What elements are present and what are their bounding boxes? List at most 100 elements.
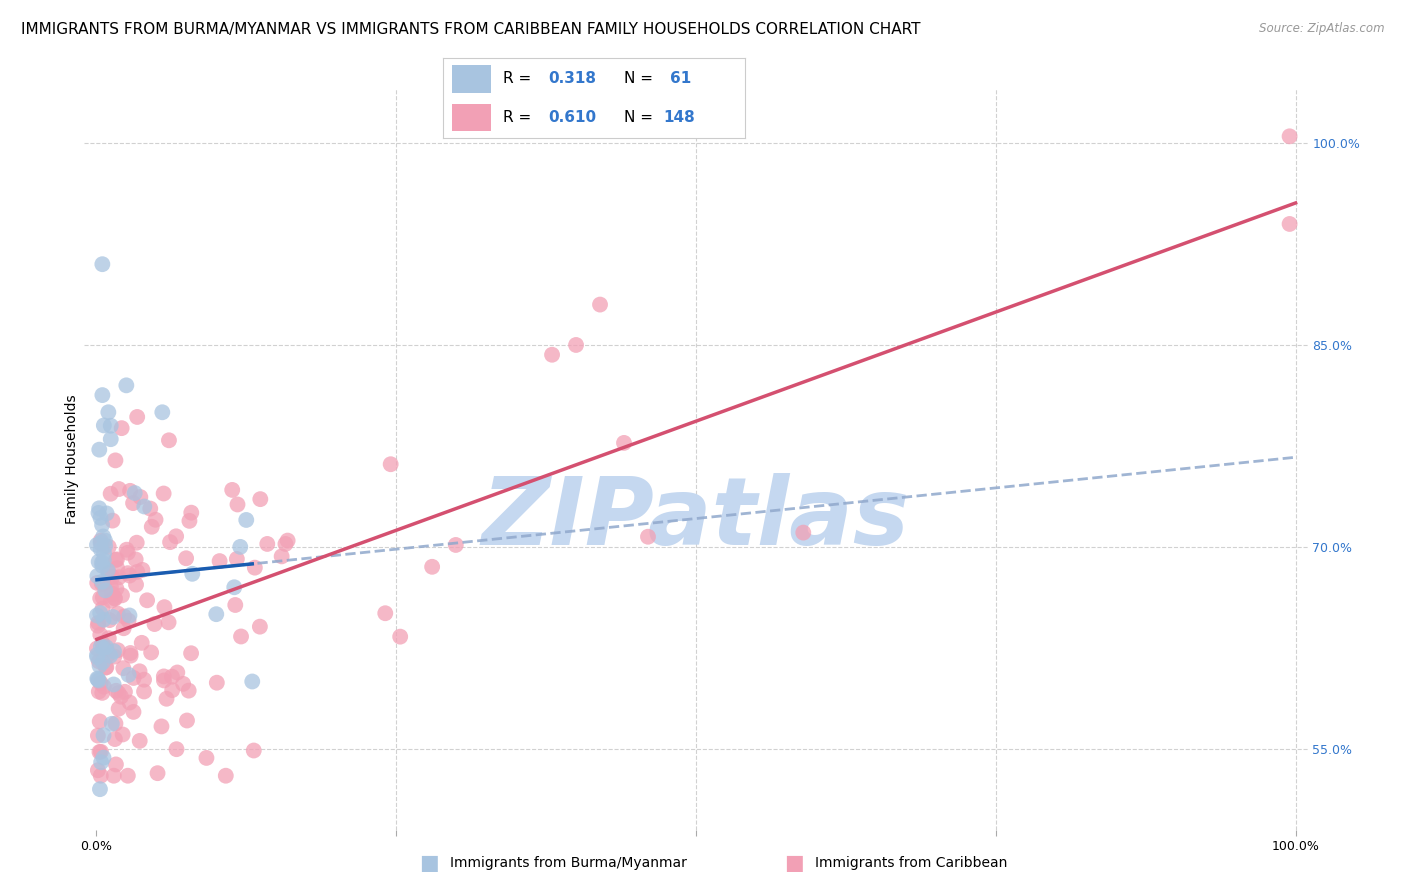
Point: [94, 583, 117, 598]
Point: [111, 421, 134, 435]
Point: [112, 661, 135, 675]
Point: [97, 566, 120, 580]
Point: [122, 496, 145, 510]
Point: [101, 610, 124, 624]
Point: [118, 568, 141, 582]
Point: [91, 686, 114, 700]
Point: [101, 716, 124, 731]
Point: [89, 591, 111, 606]
Point: [181, 566, 204, 581]
Point: [112, 621, 135, 635]
Text: R =: R =: [503, 110, 537, 125]
Point: [120, 483, 142, 498]
Point: [129, 490, 152, 504]
Point: [115, 378, 138, 392]
Point: [91, 257, 114, 271]
Point: [93, 750, 115, 764]
Point: [157, 434, 180, 448]
Point: [107, 686, 129, 700]
Point: [86, 569, 108, 583]
Point: [90, 675, 112, 690]
Point: [117, 566, 139, 581]
Point: [172, 677, 194, 691]
Point: [86, 672, 108, 686]
Point: [104, 453, 127, 467]
Point: [159, 535, 181, 549]
Point: [180, 506, 202, 520]
Y-axis label: Family Households: Family Households: [65, 394, 79, 524]
Point: [153, 673, 176, 688]
Point: [120, 648, 142, 663]
Point: [1278, 129, 1301, 144]
Point: [105, 582, 128, 596]
Point: [101, 587, 124, 601]
Point: [91, 388, 114, 402]
Point: [444, 538, 467, 552]
Text: Source: ZipAtlas.com: Source: ZipAtlas.com: [1260, 22, 1385, 36]
Point: [124, 486, 146, 500]
Point: [98, 648, 121, 663]
Point: [108, 570, 131, 584]
Point: [89, 782, 111, 797]
Point: [128, 734, 150, 748]
Point: [613, 436, 636, 450]
Text: ZIPatlas: ZIPatlas: [482, 473, 910, 565]
Point: [145, 513, 167, 527]
Point: [89, 658, 111, 673]
Point: [103, 677, 125, 691]
Text: 148: 148: [664, 110, 696, 125]
Point: [101, 570, 124, 584]
Point: [100, 418, 122, 433]
Point: [226, 498, 249, 512]
Text: N =: N =: [624, 110, 658, 125]
Point: [86, 641, 108, 656]
Point: [91, 517, 114, 532]
Point: [89, 510, 111, 524]
Point: [108, 482, 131, 496]
Point: [565, 338, 588, 352]
Point: [87, 673, 110, 687]
Point: [98, 613, 121, 627]
Point: [380, 457, 402, 471]
Point: [134, 500, 156, 514]
Point: [136, 593, 159, 607]
Point: [115, 542, 138, 557]
Point: [125, 577, 148, 591]
Point: [104, 716, 127, 731]
Point: [93, 546, 115, 560]
Point: [97, 405, 120, 419]
Point: [243, 560, 266, 574]
Point: [224, 598, 246, 612]
Point: [86, 575, 108, 590]
Point: [97, 540, 120, 554]
Point: [105, 683, 128, 698]
Point: [91, 591, 114, 605]
Point: [208, 554, 231, 568]
Point: [389, 630, 412, 644]
Point: [87, 763, 110, 777]
Point: [122, 705, 145, 719]
Point: [143, 617, 166, 632]
Point: [118, 696, 141, 710]
Point: [118, 608, 141, 623]
Point: [249, 620, 271, 634]
Point: [87, 618, 110, 632]
Point: [91, 558, 114, 573]
Point: [105, 552, 128, 566]
Point: [90, 576, 112, 591]
Point: [87, 555, 110, 569]
Text: R =: R =: [503, 71, 537, 87]
Point: [589, 297, 612, 311]
Point: [104, 591, 127, 606]
Point: [180, 646, 202, 660]
Point: [93, 553, 115, 567]
Point: [165, 529, 187, 543]
Point: [112, 609, 135, 624]
Point: [120, 646, 142, 660]
Point: [166, 665, 188, 680]
Point: [128, 665, 150, 679]
Point: [93, 728, 115, 742]
Point: [240, 674, 263, 689]
Point: [141, 646, 163, 660]
Point: [153, 669, 176, 683]
